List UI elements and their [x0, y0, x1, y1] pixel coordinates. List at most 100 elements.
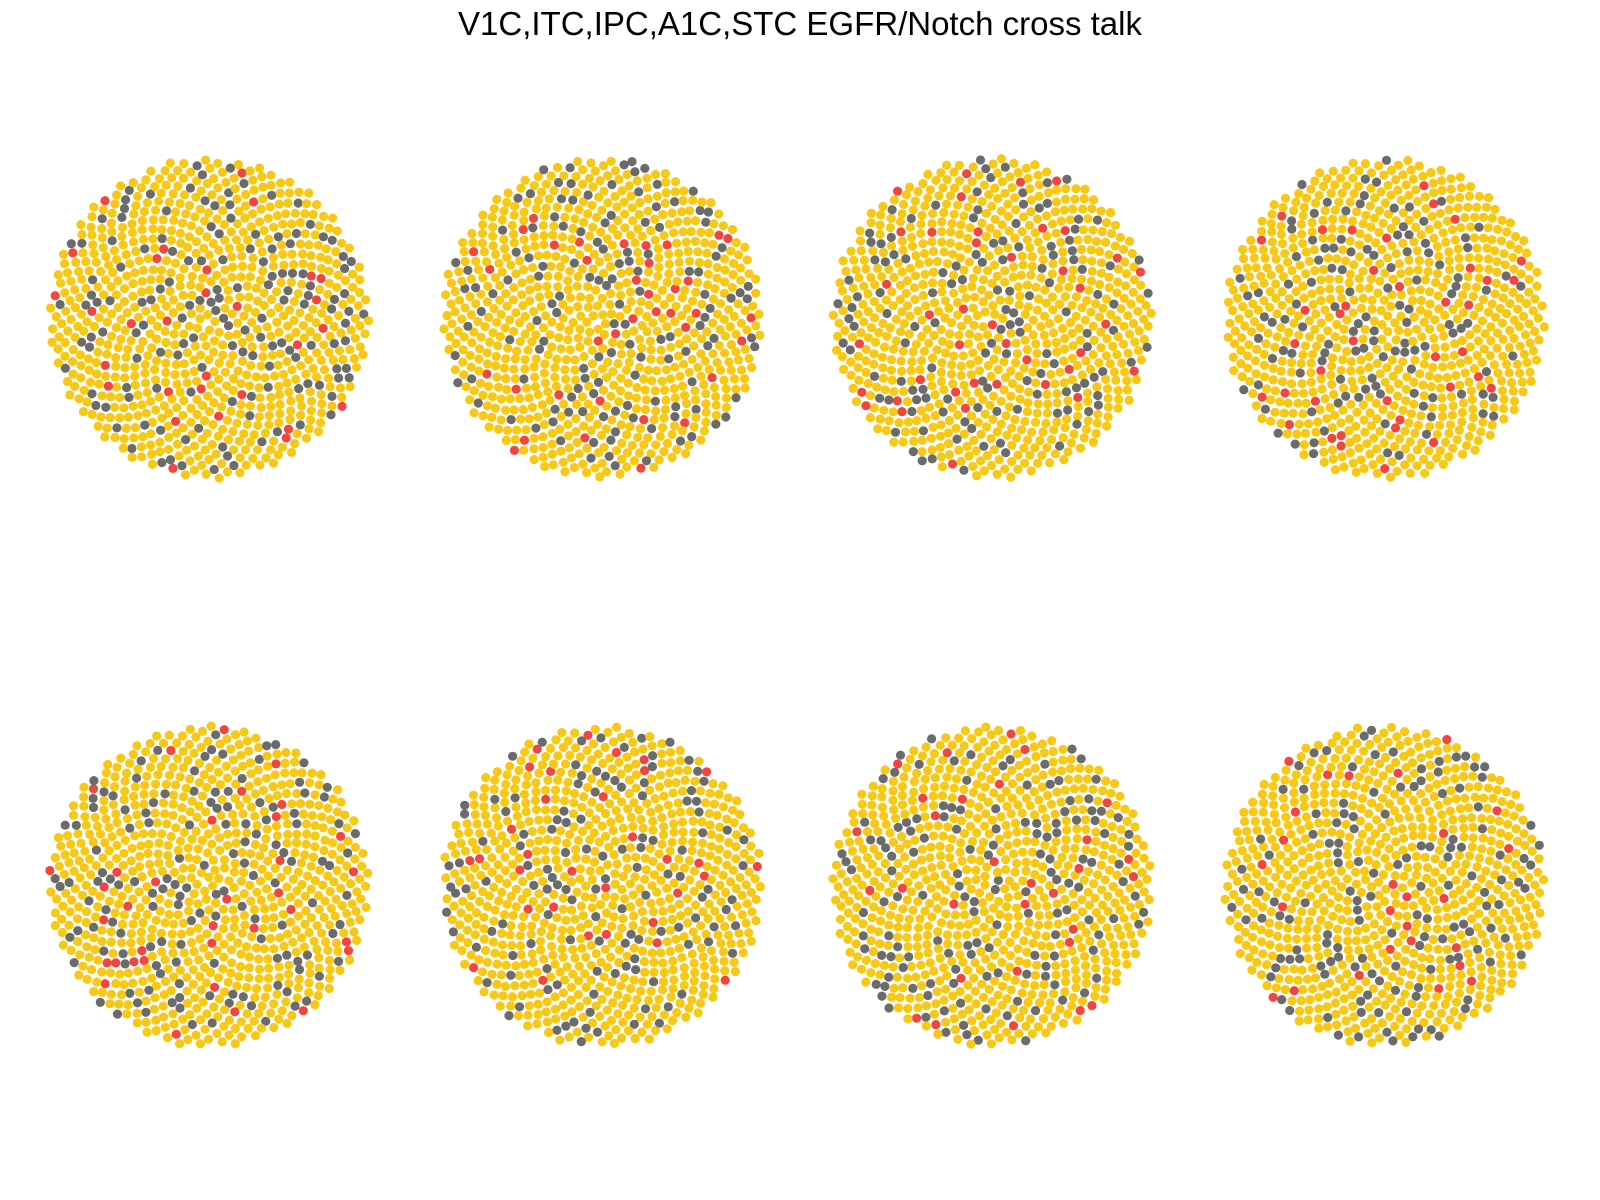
yellow-cell-dot — [1048, 305, 1058, 315]
yellow-cell-dot — [1318, 265, 1329, 275]
yellow-cell-dot — [268, 252, 278, 262]
yellow-cell-dot — [833, 331, 843, 341]
yellow-cell-dot — [1275, 264, 1285, 274]
yellow-cell-dot — [1053, 314, 1063, 324]
yellow-cell-dot — [187, 937, 197, 948]
yellow-cell-dot — [254, 1008, 264, 1019]
red-cell-dot — [1006, 252, 1017, 262]
yellow-cell-dot — [506, 260, 516, 270]
gray-cell-dot — [471, 283, 481, 293]
yellow-cell-dot — [121, 352, 131, 363]
yellow-cell-dot — [1508, 287, 1518, 297]
gray-cell-dot — [1018, 199, 1029, 209]
yellow-cell-dot — [1071, 184, 1081, 194]
yellow-cell-dot — [142, 882, 152, 892]
yellow-cell-dot — [1507, 378, 1517, 388]
yellow-cell-dot — [1042, 339, 1052, 349]
yellow-cell-dot — [1102, 421, 1112, 431]
yellow-cell-dot — [1131, 375, 1141, 385]
yellow-cell-dot — [570, 355, 580, 365]
yellow-cell-dot — [1457, 449, 1468, 459]
yellow-cell-dot — [555, 967, 565, 977]
yellow-cell-dot — [254, 383, 264, 393]
yellow-cell-dot — [1033, 458, 1043, 468]
yellow-cell-dot — [1298, 350, 1308, 360]
yellow-cell-dot — [643, 206, 653, 216]
yellow-cell-dot — [1327, 233, 1337, 243]
gray-cell-dot — [1036, 368, 1046, 379]
yellow-cell-dot — [531, 912, 541, 922]
yellow-cell-dot — [197, 835, 207, 846]
yellow-cell-dot — [56, 841, 66, 851]
yellow-cell-dot — [324, 266, 334, 276]
gray-cell-dot — [88, 793, 98, 804]
gray-cell-dot — [165, 455, 176, 465]
yellow-cell-dot — [336, 328, 346, 338]
gray-cell-dot — [1501, 271, 1511, 281]
yellow-cell-dot — [1122, 385, 1132, 395]
yellow-cell-dot — [545, 330, 555, 340]
yellow-cell-dot — [937, 217, 947, 227]
yellow-cell-dot — [1031, 339, 1041, 349]
yellow-cell-dot — [1435, 420, 1445, 430]
yellow-cell-dot — [119, 979, 129, 990]
yellow-cell-dot — [507, 220, 517, 230]
yellow-cell-dot — [231, 779, 241, 789]
yellow-cell-dot — [1465, 330, 1475, 340]
yellow-cell-dot — [992, 229, 1002, 239]
yellow-cell-dot — [540, 378, 551, 388]
yellow-cell-dot — [897, 209, 907, 219]
yellow-cell-dot — [266, 308, 276, 318]
yellow-cell-dot — [536, 945, 546, 955]
yellow-cell-dot — [1048, 259, 1058, 269]
yellow-cell-dot — [497, 887, 507, 898]
yellow-cell-dot — [704, 808, 714, 819]
gray-cell-dot — [1084, 406, 1094, 417]
yellow-cell-dot — [1327, 445, 1338, 455]
yellow-cell-dot — [243, 303, 253, 313]
yellow-cell-dot — [465, 873, 475, 883]
yellow-cell-dot — [1393, 391, 1403, 401]
yellow-cell-dot — [1060, 194, 1071, 204]
yellow-cell-dot — [954, 160, 964, 170]
yellow-cell-dot — [1492, 257, 1502, 267]
yellow-cell-dot — [510, 201, 520, 211]
yellow-cell-dot — [1077, 244, 1087, 255]
yellow-cell-dot — [301, 369, 311, 379]
yellow-cell-dot — [336, 797, 346, 807]
yellow-cell-dot — [1299, 293, 1309, 303]
yellow-cell-dot — [899, 386, 909, 396]
gray-cell-dot — [175, 993, 185, 1003]
yellow-cell-dot — [487, 853, 497, 863]
yellow-cell-dot — [645, 843, 655, 854]
yellow-cell-dot — [195, 934, 205, 944]
yellow-cell-dot — [565, 829, 575, 840]
yellow-cell-dot — [1306, 184, 1316, 194]
gray-cell-dot — [144, 985, 154, 995]
yellow-cell-dot — [179, 190, 190, 200]
yellow-cell-dot — [1073, 235, 1083, 245]
yellow-cell-dot — [1292, 274, 1302, 284]
yellow-cell-dot — [578, 911, 588, 921]
yellow-cell-dot — [1042, 211, 1052, 221]
yellow-cell-dot — [683, 246, 693, 256]
gray-cell-dot — [206, 297, 216, 307]
yellow-cell-dot — [1454, 425, 1464, 435]
yellow-cell-dot — [1423, 266, 1433, 277]
yellow-cell-dot — [274, 1014, 284, 1024]
gray-cell-dot — [77, 337, 87, 347]
yellow-cell-dot — [265, 202, 275, 212]
yellow-cell-dot — [1383, 180, 1393, 190]
yellow-cell-dot — [1338, 383, 1349, 393]
yellow-cell-dot — [306, 884, 316, 894]
gray-cell-dot — [625, 339, 635, 349]
yellow-cell-dot — [535, 988, 545, 998]
yellow-cell-dot — [1429, 188, 1439, 198]
gray-cell-dot — [99, 787, 109, 797]
yellow-cell-dot — [1455, 380, 1465, 390]
yellow-cell-dot — [1530, 326, 1540, 336]
yellow-cell-dot — [241, 189, 251, 200]
yellow-cell-dot — [203, 208, 214, 218]
yellow-cell-dot — [523, 345, 533, 355]
yellow-cell-dot — [619, 894, 630, 904]
